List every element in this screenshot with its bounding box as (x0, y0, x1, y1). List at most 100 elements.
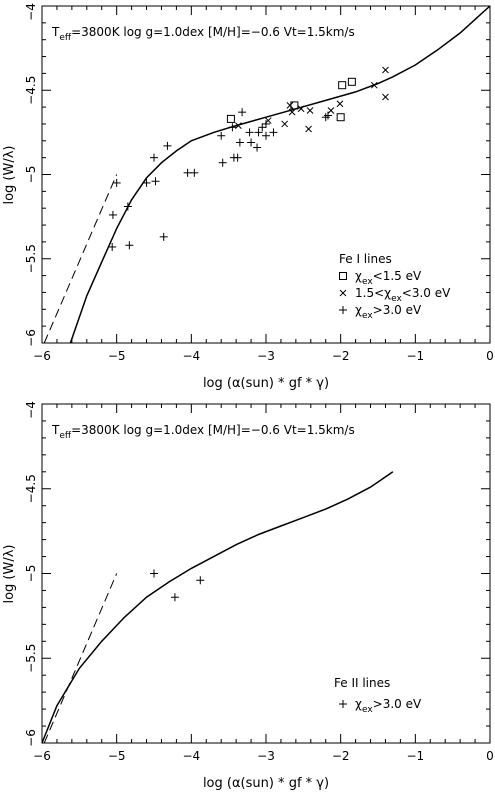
y-tick-label: −6 (24, 729, 38, 747)
x-tick-label: −3 (257, 749, 275, 763)
plus-marker (123, 202, 132, 211)
x-tick-label: 0 (486, 749, 494, 763)
x-marker-stroke (382, 93, 389, 101)
plus-marker (253, 143, 262, 152)
y-tick-label: −4.5 (24, 76, 38, 105)
x-marker (281, 120, 289, 128)
x-marker-stroke (297, 105, 305, 113)
plot-frame (41, 403, 491, 744)
x-tick-label: −1 (406, 749, 424, 763)
square-marker (226, 114, 235, 123)
x-tick-label: −2 (332, 349, 350, 363)
y-tick-label: −5.5 (24, 244, 38, 273)
plus-marker (262, 119, 270, 128)
curve-of-growth-line (69, 5, 491, 344)
plus-marker (163, 141, 172, 150)
plus-marker (235, 138, 244, 147)
x-marker (339, 289, 347, 297)
square-marker (339, 272, 347, 280)
x-marker-stroke (286, 102, 294, 109)
y-tick-label: −4 (24, 401, 38, 419)
plus-marker (321, 113, 330, 122)
x-marker-stroke (281, 120, 289, 128)
x-marker-stroke (327, 107, 335, 114)
y-tick-labels: −6 −5.5 −5 −4.5 −4 (24, 401, 38, 747)
plus-marker (190, 168, 199, 177)
square-marker (347, 77, 356, 86)
x-marker (305, 125, 312, 133)
plus-marker (170, 593, 179, 602)
ticks (41, 5, 491, 344)
plus-marker (150, 153, 158, 162)
curve-of-growth-line (41, 471, 394, 744)
x-marker (370, 81, 378, 89)
plus-marker (108, 242, 117, 251)
square-marker (336, 113, 345, 122)
x-tick-labels: −6 −5 −4 −3 −2 −1 0 (33, 349, 494, 363)
plus-marker (218, 158, 227, 167)
plus-marker (108, 210, 117, 219)
linear-limit-dashed-line (43, 573, 118, 744)
y-tick-label: −4.5 (24, 474, 38, 503)
plus-marker (245, 128, 254, 137)
legend: Fe I lines χex<1.5 eV1.5<χex<3.0 eVχex>3… (339, 252, 451, 321)
x-marker (288, 108, 296, 116)
x-tick-label: −5 (108, 349, 126, 363)
plus-marker (142, 178, 151, 187)
plus-marker (339, 306, 347, 314)
x-tick-label: −2 (332, 749, 350, 763)
x-tick-label: −4 (182, 749, 200, 763)
data-points (108, 66, 389, 251)
y-axis-label: log (W/λ) (2, 145, 17, 204)
y-tick-label: −4 (24, 3, 38, 21)
y-tick-labels: −6 −5.5 −5 −4.5 −4 (24, 3, 38, 347)
plus-marker (217, 131, 226, 140)
legend-entry-label: χex>3.0 eV (355, 697, 422, 715)
plus-marker (228, 123, 237, 132)
square-marker (338, 81, 347, 90)
fe-ii-panel: Teff=3800K log g=1.0dex [M/H]=−0.6 Vt=1.… (2, 401, 494, 791)
x-tick-label: −5 (108, 749, 126, 763)
plus-marker (247, 138, 256, 147)
x-axis-label: log (α(sun) * gf * γ) (203, 776, 329, 791)
x-tick-label: −3 (257, 349, 275, 363)
x-tick-label: 0 (486, 349, 494, 363)
x-tick-label: −6 (33, 349, 51, 363)
teff-subscript: eff (59, 33, 72, 43)
x-marker-stroke (336, 100, 344, 108)
y-tick-label: −6 (24, 329, 38, 347)
plus-marker (125, 241, 134, 250)
x-marker (306, 107, 314, 114)
x-marker-stroke (339, 289, 347, 297)
data-points (150, 569, 205, 602)
plus-marker (159, 232, 168, 241)
plus-marker (262, 131, 270, 140)
plus-marker (258, 123, 267, 132)
plus-marker (269, 128, 278, 137)
x-tick-label: −4 (182, 349, 200, 363)
chart-header: Teff=3800K log g=1.0dex [M/H]=−0.6 Vt=1.… (51, 25, 355, 43)
legend-title: Fe I lines (339, 252, 392, 266)
x-marker-stroke (382, 66, 389, 74)
x-tick-label: −6 (33, 749, 51, 763)
x-marker (382, 66, 389, 74)
legend-entry-label: χex>3.0 eV (355, 303, 422, 321)
plus-marker (183, 168, 192, 177)
plus-marker (238, 108, 247, 117)
plus-marker (150, 569, 158, 578)
fe-i-panel: Teff=3800K log g=1.0dex [M/H]=−0.6 Vt=1.… (2, 3, 494, 391)
y-axis-label: log (W/λ) (2, 544, 17, 603)
plus-marker (254, 128, 263, 137)
square-marker (290, 101, 299, 110)
x-marker (286, 102, 294, 109)
plus-marker (196, 576, 205, 585)
x-tick-label: −1 (406, 349, 424, 363)
legend-entry-label: 1.5<χex<3.0 eV (355, 286, 451, 304)
chart-header: Teff=3800K log g=1.0dex [M/H]=−0.6 Vt=1.… (51, 423, 355, 441)
x-marker (336, 100, 344, 108)
y-tick-label: −5 (24, 565, 38, 583)
x-marker (297, 105, 305, 113)
x-marker (327, 107, 335, 114)
x-axis-label: log (α(sun) * gf * γ) (203, 376, 329, 391)
